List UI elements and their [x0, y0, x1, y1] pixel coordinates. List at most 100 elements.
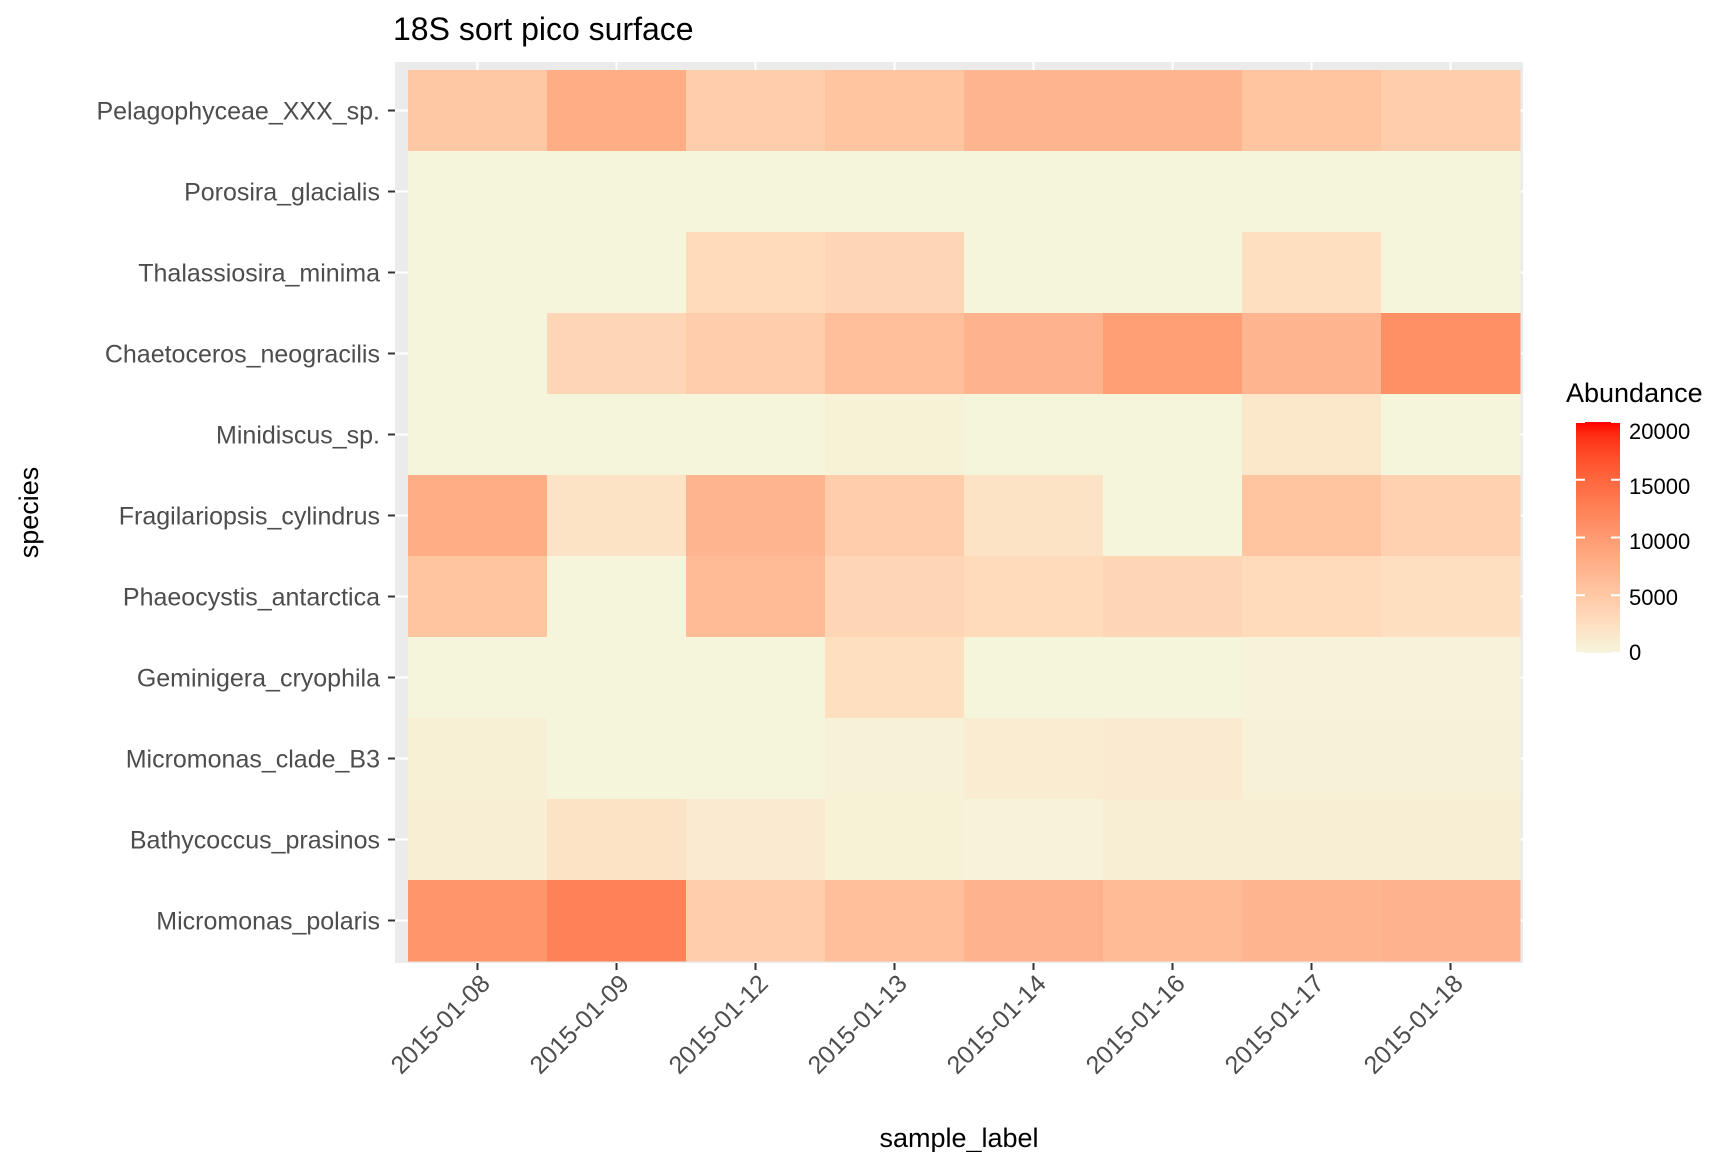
heatmap-tile — [1381, 313, 1521, 395]
heatmap-tile — [408, 70, 548, 152]
heatmap-tile — [408, 637, 548, 719]
heatmap-tile — [1242, 556, 1382, 638]
heatmap-tile — [825, 880, 965, 962]
heatmap-tile — [964, 151, 1104, 233]
heatmap-tile — [686, 880, 826, 962]
y-tick-label: Phaeocystis_antarctica — [123, 584, 380, 612]
y-tick-label: Porosira_glacialis — [184, 179, 380, 207]
heatmap-tile — [547, 880, 687, 962]
heatmap-tile — [1103, 637, 1243, 719]
y-axis: Pelagophyceae_XXX_sp. Porosira_glacialis T… — [96, 98, 395, 936]
legend-label: 10000 — [1629, 529, 1690, 554]
heatmap-tile — [1103, 394, 1243, 476]
legend-title: Abundance — [1566, 378, 1703, 408]
heatmap-tile — [1242, 637, 1382, 719]
heatmap-tile — [408, 718, 548, 800]
y-tick-label: Micromonas_clade_B3 — [126, 746, 380, 774]
heatmap-tiles — [408, 70, 1521, 962]
y-tick-label: Geminigera_cryophila — [137, 665, 380, 693]
heatmap-tile — [1103, 880, 1243, 962]
heatmap-tile — [825, 475, 965, 557]
heatmap-tile — [964, 556, 1104, 638]
heatmap-tile — [1103, 475, 1243, 557]
heatmap-tile — [964, 718, 1104, 800]
heatmap-tile — [686, 70, 826, 152]
heatmap-tile — [547, 718, 687, 800]
heatmap-tile — [408, 556, 548, 638]
x-axis-title: sample_label — [879, 1123, 1038, 1152]
heatmap-tile — [686, 799, 826, 881]
heatmap-tile — [1103, 556, 1243, 638]
heatmap-tile — [1242, 799, 1382, 881]
heatmap-tile — [1242, 232, 1382, 314]
heatmap-tile — [1381, 475, 1521, 557]
y-tick-label: Chaetoceros_neogracilis — [105, 341, 380, 369]
heatmap-tile — [408, 880, 548, 962]
heatmap-tile — [1103, 799, 1243, 881]
heatmap-tile — [1242, 394, 1382, 476]
heatmap-tile — [1381, 70, 1521, 152]
heatmap-tile — [825, 394, 965, 476]
y-tick-label: Thalassiosira_minima — [138, 260, 380, 288]
heatmap-tile — [825, 151, 965, 233]
heatmap-tile — [408, 799, 548, 881]
heatmap-tile — [408, 151, 548, 233]
heatmap-tile — [825, 718, 965, 800]
legend: Abundance 0 5000 10000 15000 20000 — [1566, 378, 1703, 665]
heatmap-tile — [408, 313, 548, 395]
heatmap-tile — [686, 637, 826, 719]
legend-label: 15000 — [1629, 474, 1690, 499]
y-tick-label: Micromonas_polaris — [156, 908, 380, 936]
heatmap-tile — [1242, 475, 1382, 557]
heatmap-tile — [1103, 718, 1243, 800]
heatmap-tile — [1103, 232, 1243, 314]
legend-ticks: 0 5000 10000 15000 20000 — [1576, 419, 1690, 665]
heatmap-tile — [1242, 880, 1382, 962]
heatmap-tile — [686, 151, 826, 233]
chart-title: 18S sort pico surface — [393, 11, 694, 47]
heatmap-tile — [547, 232, 687, 314]
heatmap-tile — [547, 394, 687, 476]
heatmap-tile — [825, 70, 965, 152]
heatmap-tile — [547, 70, 687, 152]
heatmap-tile — [547, 313, 687, 395]
heatmap-tile — [825, 232, 965, 314]
legend-label: 20000 — [1629, 419, 1690, 444]
heatmap-tile — [964, 475, 1104, 557]
y-tick-label: Pelagophyceae_XXX_sp. — [96, 98, 380, 126]
heatmap-tile — [964, 799, 1104, 881]
heatmap-tile — [547, 151, 687, 233]
heatmap-tile — [1381, 151, 1521, 233]
heatmap-tile — [964, 313, 1104, 395]
heatmap-tile — [1381, 394, 1521, 476]
y-axis-title: species — [14, 467, 44, 559]
y-tick-label: Bathycoccus_prasinos — [130, 827, 380, 855]
heatmap-tile — [825, 556, 965, 638]
heatmap-tile — [964, 880, 1104, 962]
heatmap-tile — [964, 70, 1104, 152]
heatmap-tile — [1242, 718, 1382, 800]
heatmap-tile — [825, 799, 965, 881]
heatmap-tile — [1381, 232, 1521, 314]
heatmap-tile — [1103, 151, 1243, 233]
heatmap-tile — [1242, 151, 1382, 233]
heatmap-tile — [1242, 70, 1382, 152]
heatmap-tile — [547, 556, 687, 638]
heatmap-tile — [686, 475, 826, 557]
heatmap-tile — [547, 637, 687, 719]
heatmap-tile — [408, 232, 548, 314]
heatmap-tile — [547, 475, 687, 557]
heatmap-tile — [964, 394, 1104, 476]
legend-label: 0 — [1629, 640, 1641, 665]
heatmap-tile — [825, 313, 965, 395]
heatmap-tile — [1381, 718, 1521, 800]
heatmap-tile — [825, 637, 965, 719]
heatmap-tile — [1381, 880, 1521, 962]
heatmap-tile — [686, 556, 826, 638]
heatmap-tile — [1381, 556, 1521, 638]
heatmap-tile — [408, 394, 548, 476]
heatmap-tile — [686, 313, 826, 395]
heatmap-tile — [1103, 313, 1243, 395]
y-tick-label: Fragilariopsis_cylindrus — [119, 503, 380, 531]
